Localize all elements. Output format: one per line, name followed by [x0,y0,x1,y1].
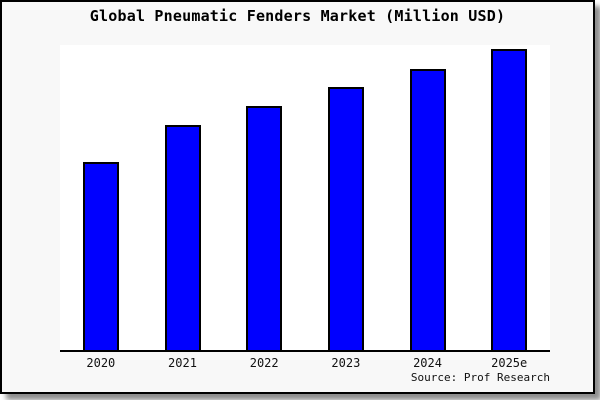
x-tick-label-2025e: 2025e [491,356,528,370]
bar-2024 [409,69,446,350]
bar-slot [60,45,142,350]
bar-2023 [327,87,364,350]
chart-title: Global Pneumatic Fenders Market (Million… [89,7,506,25]
x-tick-label-2022: 2022 [249,356,279,370]
x-tick-label-2021: 2021 [168,356,197,370]
x-axis-labels: 2020 2021 2022 2023 2024 2025e [60,356,550,370]
bar-slot [468,45,550,350]
bars-container [60,45,550,350]
bar-slot [223,45,305,350]
bar-2022 [246,106,283,350]
bar-2020 [82,162,119,350]
x-tick-label-2024: 2024 [413,356,442,370]
bar-slot [387,45,469,350]
x-tick-label-2020: 2020 [86,356,116,370]
plot-area [60,45,550,352]
bar-slot [305,45,387,350]
bar-2025e [491,48,528,350]
x-tick-label-2023: 2023 [331,356,361,370]
bar-slot [142,45,224,350]
bar-2021 [164,124,201,350]
source-credit: Source: Prof Research [410,371,550,384]
chart-frame: Global Pneumatic Fenders Market (Million… [0,0,595,394]
